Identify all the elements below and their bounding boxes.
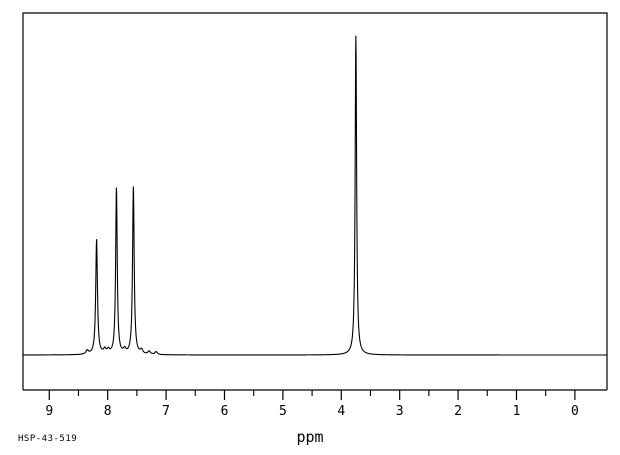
- x-axis-tick-label: 6: [221, 404, 229, 419]
- x-axis-tick-labels: 9 8 7 6 5 4 3 2 1 0: [45, 404, 578, 419]
- plot-frame: [22, 12, 608, 390]
- x-axis-tick-label: 8: [104, 404, 112, 419]
- sample-id-label: HSP-43-519: [18, 434, 77, 444]
- x-axis-tick-label: 4: [337, 404, 345, 419]
- x-axis-tick-label: 2: [454, 404, 462, 419]
- spectrum-trace: [22, 35, 608, 356]
- x-axis-title: ppm: [296, 428, 323, 446]
- x-axis-tick-label: 0: [571, 404, 579, 419]
- x-axis-tick-label: 9: [45, 404, 53, 419]
- x-axis-tick-label: 5: [279, 404, 287, 419]
- x-axis-ticks: [48, 390, 576, 400]
- x-axis-tick-label: 3: [396, 404, 404, 419]
- x-axis-tick-label: 7: [162, 404, 170, 419]
- x-axis-tick-label: 1: [513, 404, 521, 419]
